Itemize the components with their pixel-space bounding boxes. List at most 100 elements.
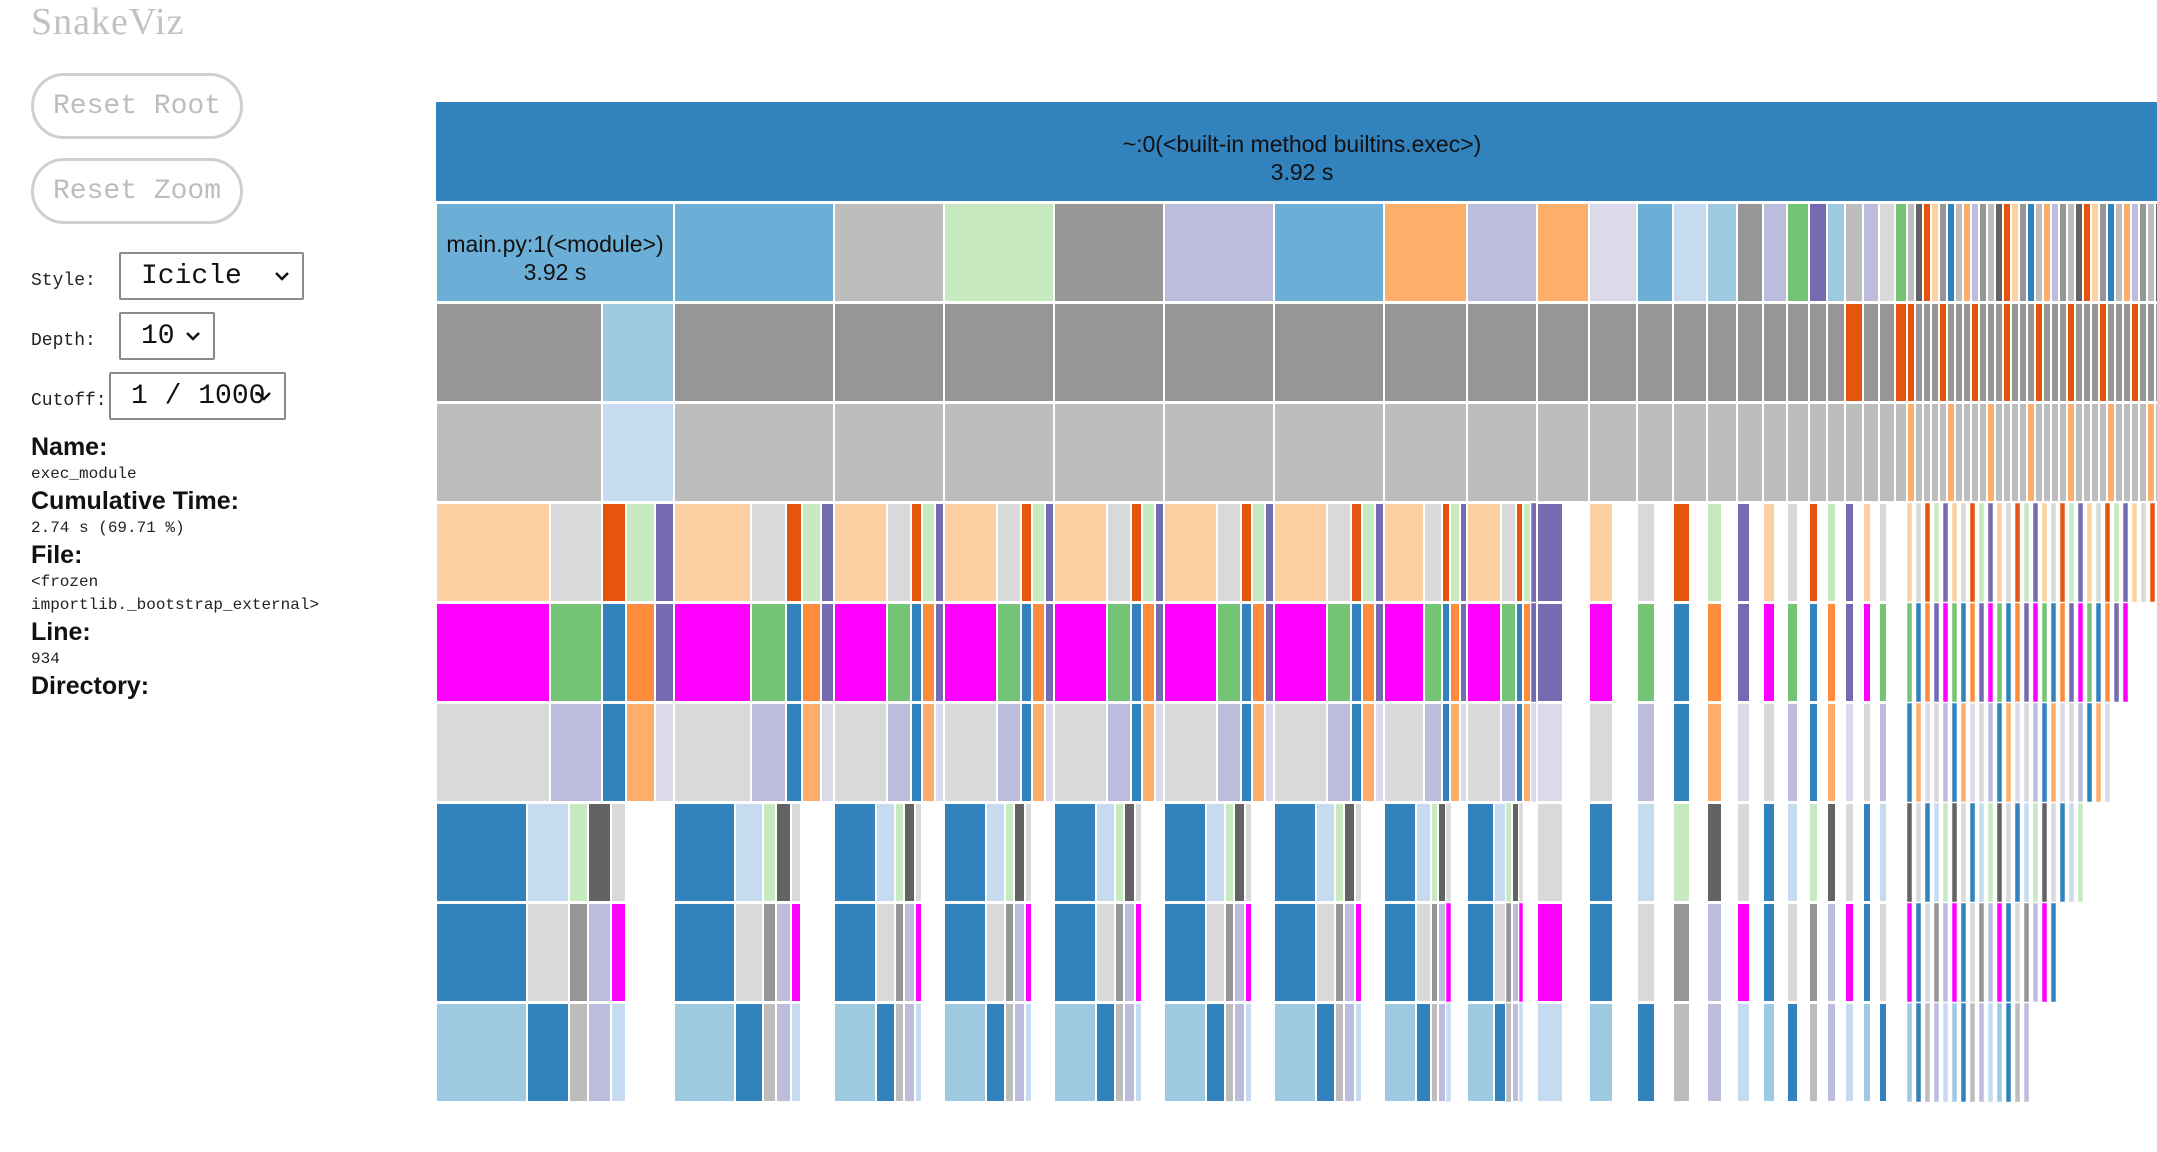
icicle-cell[interactable] <box>833 202 945 303</box>
icicle-cell[interactable] <box>1951 602 1958 703</box>
icicle-cell[interactable] <box>2032 902 2039 1003</box>
icicle-cell[interactable] <box>1053 702 1108 803</box>
icicle-cell[interactable] <box>2086 702 2093 803</box>
icicle-cell[interactable] <box>2005 602 2012 703</box>
icicle-cell[interactable] <box>1053 302 1165 403</box>
icicle-cell[interactable] <box>1808 602 1819 703</box>
icicle-cell[interactable] <box>1163 602 1218 703</box>
icicle-cell[interactable] <box>673 802 736 903</box>
icicle-cell[interactable] <box>1636 202 1674 303</box>
icicle-cell[interactable] <box>1672 802 1691 903</box>
icicle-cell[interactable] <box>2050 902 2057 1003</box>
icicle-cell[interactable] <box>1951 702 1958 803</box>
icicle-cell[interactable] <box>1736 302 1764 403</box>
icicle-cell[interactable] <box>1445 802 1452 903</box>
icicle-cell[interactable] <box>1273 702 1328 803</box>
icicle-cell[interactable] <box>1114 902 1125 1003</box>
icicle-cell[interactable] <box>934 702 945 803</box>
icicle-cell[interactable] <box>2138 202 2148 303</box>
icicle-cell[interactable] <box>1273 402 1385 503</box>
icicle-cell[interactable] <box>2026 302 2036 403</box>
icicle-cell[interactable] <box>1808 802 1819 903</box>
icicle-cell[interactable] <box>1987 702 1994 803</box>
icicle-cell[interactable] <box>894 802 905 903</box>
icicle-cell[interactable] <box>1808 402 1828 503</box>
icicle-cell[interactable] <box>833 602 888 703</box>
icicle-cell[interactable] <box>1383 902 1417 1003</box>
icicle-cell[interactable] <box>1978 402 1988 503</box>
icicle-cell[interactable] <box>526 902 570 1003</box>
icicle-cell[interactable] <box>1986 202 1996 303</box>
icicle-cell[interactable] <box>2077 602 2084 703</box>
icicle-cell[interactable] <box>1511 1002 1520 1103</box>
icicle-cell[interactable] <box>1924 602 1931 703</box>
icicle-cell[interactable] <box>910 702 923 803</box>
icicle-cell[interactable] <box>734 802 764 903</box>
icicle-cell[interactable] <box>2050 202 2060 303</box>
icicle-cell[interactable] <box>1962 202 1972 303</box>
style-select[interactable]: Icicle <box>119 252 304 300</box>
icicle-cell[interactable] <box>1536 502 1564 603</box>
icicle-cell[interactable] <box>943 1002 987 1103</box>
icicle-cell[interactable] <box>1020 602 1033 703</box>
icicle-cell[interactable] <box>1930 302 1940 403</box>
icicle-cell[interactable] <box>1044 702 1055 803</box>
icicle-cell[interactable] <box>1044 502 1055 603</box>
icicle-cell[interactable] <box>833 502 888 603</box>
icicle-cell[interactable] <box>673 202 835 303</box>
icicle-cell[interactable] <box>2050 702 2057 803</box>
icicle-cell[interactable] <box>1163 902 1207 1003</box>
icicle-cell[interactable] <box>1786 902 1799 1003</box>
icicle-cell[interactable] <box>1264 702 1275 803</box>
icicle-cell[interactable] <box>1106 602 1132 703</box>
icicle-cell[interactable] <box>1960 802 1967 903</box>
depth-select[interactable]: 10 <box>119 312 215 360</box>
icicle-cell[interactable] <box>1493 1002 1507 1103</box>
icicle-cell[interactable] <box>1031 602 1046 703</box>
icicle-cell[interactable] <box>1862 1002 1872 1103</box>
icicle-cell[interactable] <box>1315 1002 1336 1103</box>
icicle-cell[interactable] <box>1273 1002 1317 1103</box>
icicle-cell[interactable] <box>673 402 835 503</box>
icicle-cell[interactable] <box>601 302 675 403</box>
icicle-cell[interactable] <box>921 502 936 603</box>
icicle-cell[interactable] <box>2106 302 2116 403</box>
icicle-cell[interactable] <box>625 602 656 703</box>
icicle-cell[interactable] <box>1466 402 1538 503</box>
icicle-cell[interactable] <box>2066 202 2076 303</box>
icicle-cell[interactable] <box>2058 302 2068 403</box>
icicle-cell[interactable] <box>1978 1002 1985 1103</box>
icicle-cell[interactable] <box>1672 402 1708 503</box>
icicle-cell[interactable] <box>1449 502 1461 603</box>
icicle-cell[interactable] <box>943 202 1055 303</box>
icicle-cell[interactable] <box>436 502 551 603</box>
icicle-cell[interactable] <box>1924 502 1931 603</box>
icicle-cell[interactable] <box>1251 502 1266 603</box>
icicle-cell[interactable] <box>1423 702 1443 803</box>
icicle-cell[interactable] <box>1500 602 1517 703</box>
icicle-cell[interactable] <box>820 502 835 603</box>
icicle-cell[interactable] <box>1383 502 1425 603</box>
icicle-cell[interactable] <box>1024 902 1033 1003</box>
icicle-cell[interactable] <box>1915 802 1922 903</box>
icicle-cell[interactable] <box>2034 402 2044 503</box>
icicle-cell[interactable] <box>734 902 764 1003</box>
icicle-cell[interactable] <box>1826 202 1846 303</box>
icicle-cell[interactable] <box>1906 502 1913 603</box>
icicle-cell[interactable] <box>2041 602 2048 703</box>
icicle-cell[interactable] <box>1960 902 1967 1003</box>
icicle-cell[interactable] <box>1969 902 1976 1003</box>
icicle-cell[interactable] <box>1996 702 2003 803</box>
icicle-cell[interactable] <box>2095 602 2102 703</box>
icicle-cell[interactable] <box>1123 902 1136 1003</box>
icicle-cell[interactable] <box>1762 802 1776 903</box>
icicle-cell[interactable] <box>526 802 570 903</box>
icicle-cell[interactable] <box>2018 302 2028 403</box>
icicle-cell[interactable] <box>2059 602 2066 703</box>
icicle-cell[interactable] <box>1326 602 1352 703</box>
icicle-cell[interactable] <box>2154 202 2157 303</box>
icicle-cell[interactable] <box>1343 902 1356 1003</box>
icicle-cell[interactable] <box>1273 202 1385 303</box>
icicle-cell[interactable] <box>1915 602 1922 703</box>
icicle-cell[interactable] <box>1960 502 1967 603</box>
